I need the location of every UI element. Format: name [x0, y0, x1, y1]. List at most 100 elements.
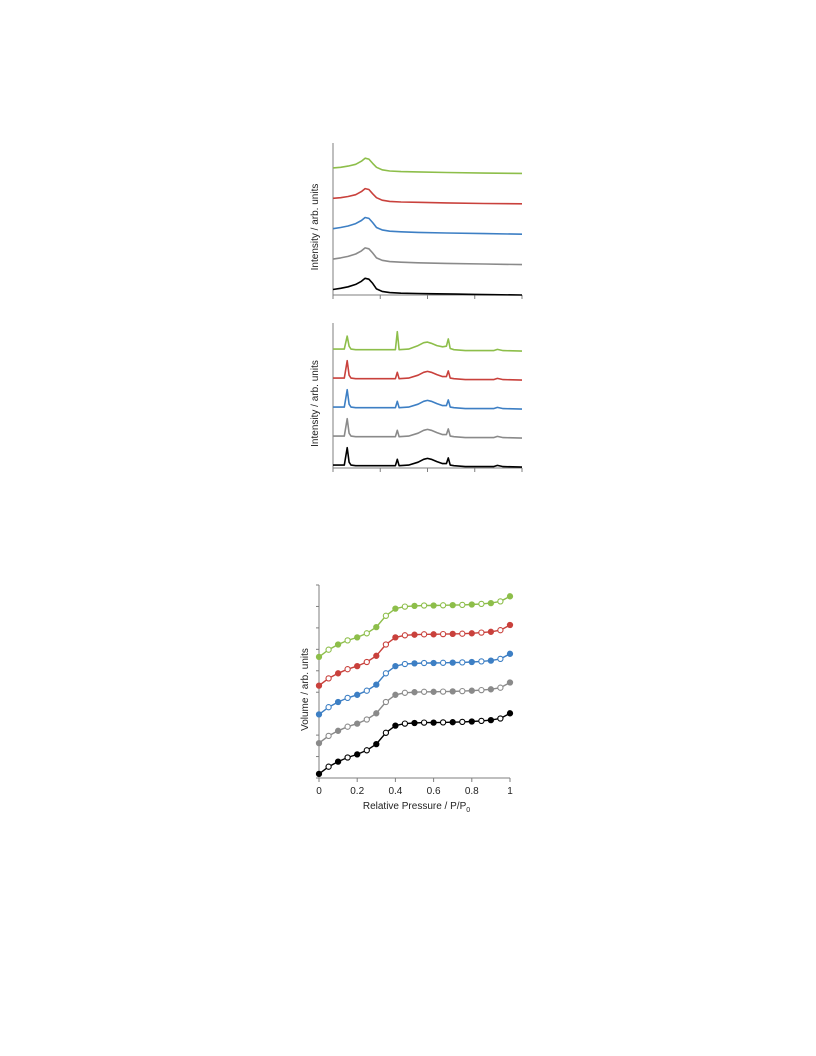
data-point-green	[373, 623, 380, 631]
data-point-green	[334, 641, 342, 648]
x-tick-label: 0.6	[427, 786, 441, 797]
series-line-black	[333, 446, 523, 468]
y-axis-label: Intensity / arb. units	[310, 360, 321, 447]
data-point-red	[363, 658, 370, 666]
data-point-black	[401, 720, 409, 727]
data-point-green	[354, 634, 361, 641]
data-point-red	[439, 630, 447, 638]
data-point-blue	[497, 655, 504, 663]
data-point-black	[334, 758, 342, 765]
data-point-blue	[344, 694, 351, 702]
data-point-gray	[478, 686, 485, 694]
data-point-green	[468, 601, 475, 608]
data-point-green	[449, 601, 456, 609]
data-point-blue	[325, 704, 332, 711]
data-point-black	[439, 719, 447, 726]
chart-isotherms: Volume / arb. units 0 0.2 0.4 0.6 0.8 1 Relativ…	[300, 584, 514, 814]
data-point-gray	[344, 723, 351, 730]
data-point-green	[363, 630, 370, 637]
data-point-red	[459, 630, 466, 637]
data-point-blue	[420, 659, 428, 667]
data-point-gray	[487, 686, 495, 693]
data-point-blue	[392, 662, 399, 670]
data-point-red	[392, 634, 399, 641]
data-point-green	[315, 653, 323, 661]
data-point-red	[506, 621, 514, 629]
data-point-green	[344, 637, 351, 644]
data-point-green	[401, 603, 409, 610]
data-point-black	[363, 747, 370, 754]
data-point-red	[373, 652, 380, 659]
series-line-black	[332, 277, 523, 296]
data-point-blue	[506, 650, 514, 657]
data-point-gray	[363, 716, 370, 723]
data-point-black	[506, 710, 514, 717]
data-point-green	[439, 602, 447, 609]
data-point-gray	[315, 739, 323, 747]
data-point-red	[334, 670, 342, 677]
series-line-red	[333, 359, 523, 381]
data-point-gray	[354, 720, 361, 727]
data-point-red	[430, 631, 437, 638]
data-point-black	[430, 719, 437, 726]
data-point-blue	[411, 660, 418, 667]
data-point-green	[325, 646, 332, 653]
series-line-green	[333, 330, 523, 352]
data-point-red	[487, 628, 495, 635]
data-point-black	[344, 754, 351, 761]
data-point-blue	[487, 657, 495, 664]
data-point-black	[373, 740, 380, 748]
data-point-gray	[401, 689, 409, 696]
data-point-red	[411, 631, 418, 638]
data-point-red	[478, 629, 485, 636]
data-point-green	[497, 598, 504, 605]
data-point-black	[315, 770, 323, 778]
data-point-gray	[420, 688, 428, 695]
data-point-black	[497, 715, 504, 722]
data-point-blue	[334, 698, 342, 706]
data-point-gray	[373, 710, 380, 717]
data-point-black	[354, 751, 361, 758]
data-point-blue	[459, 659, 466, 666]
data-point-gray	[392, 691, 399, 698]
data-point-red	[420, 631, 428, 638]
data-point-black	[411, 719, 418, 727]
series-line-red	[332, 187, 523, 205]
data-point-black	[468, 718, 475, 725]
data-point-green	[382, 612, 390, 619]
data-point-red	[401, 632, 409, 639]
series-line-gray	[332, 247, 523, 266]
data-point-black	[487, 716, 495, 724]
data-point-gray	[459, 687, 466, 695]
series-line-blue	[332, 216, 523, 235]
data-point-black	[420, 719, 428, 726]
data-point-green	[411, 602, 418, 610]
data-point-gray	[430, 688, 437, 695]
data-point-green	[478, 600, 485, 608]
x-axis-label: Relative Pressure / P/P0	[363, 801, 470, 814]
chart-top-intensity: Intensity / arb. units	[310, 143, 523, 299]
series-line-green	[332, 157, 523, 175]
data-point-red	[449, 630, 456, 638]
x-tick-label: 1	[507, 786, 513, 797]
data-point-green	[430, 602, 437, 609]
data-point-gray	[439, 688, 447, 695]
chart-middle-intensity: Intensity / arb. units	[310, 323, 523, 472]
data-point-red	[344, 666, 351, 673]
y-axis-label: Volume / arb. units	[300, 648, 311, 731]
x-tick-label: 0	[316, 786, 322, 797]
data-point-blue	[449, 659, 456, 666]
data-point-blue	[401, 660, 409, 668]
data-point-blue	[468, 658, 475, 666]
y-axis-label: Intensity / arb. units	[310, 184, 321, 271]
x-tick-label: 0.2	[350, 786, 364, 797]
data-point-black	[382, 729, 390, 736]
data-point-gray	[497, 684, 504, 691]
data-point-black	[478, 717, 485, 725]
series-line-gray	[333, 417, 523, 439]
data-point-gray	[382, 698, 390, 706]
data-point-green	[487, 599, 495, 607]
data-point-gray	[411, 689, 418, 696]
data-point-gray	[468, 687, 475, 694]
